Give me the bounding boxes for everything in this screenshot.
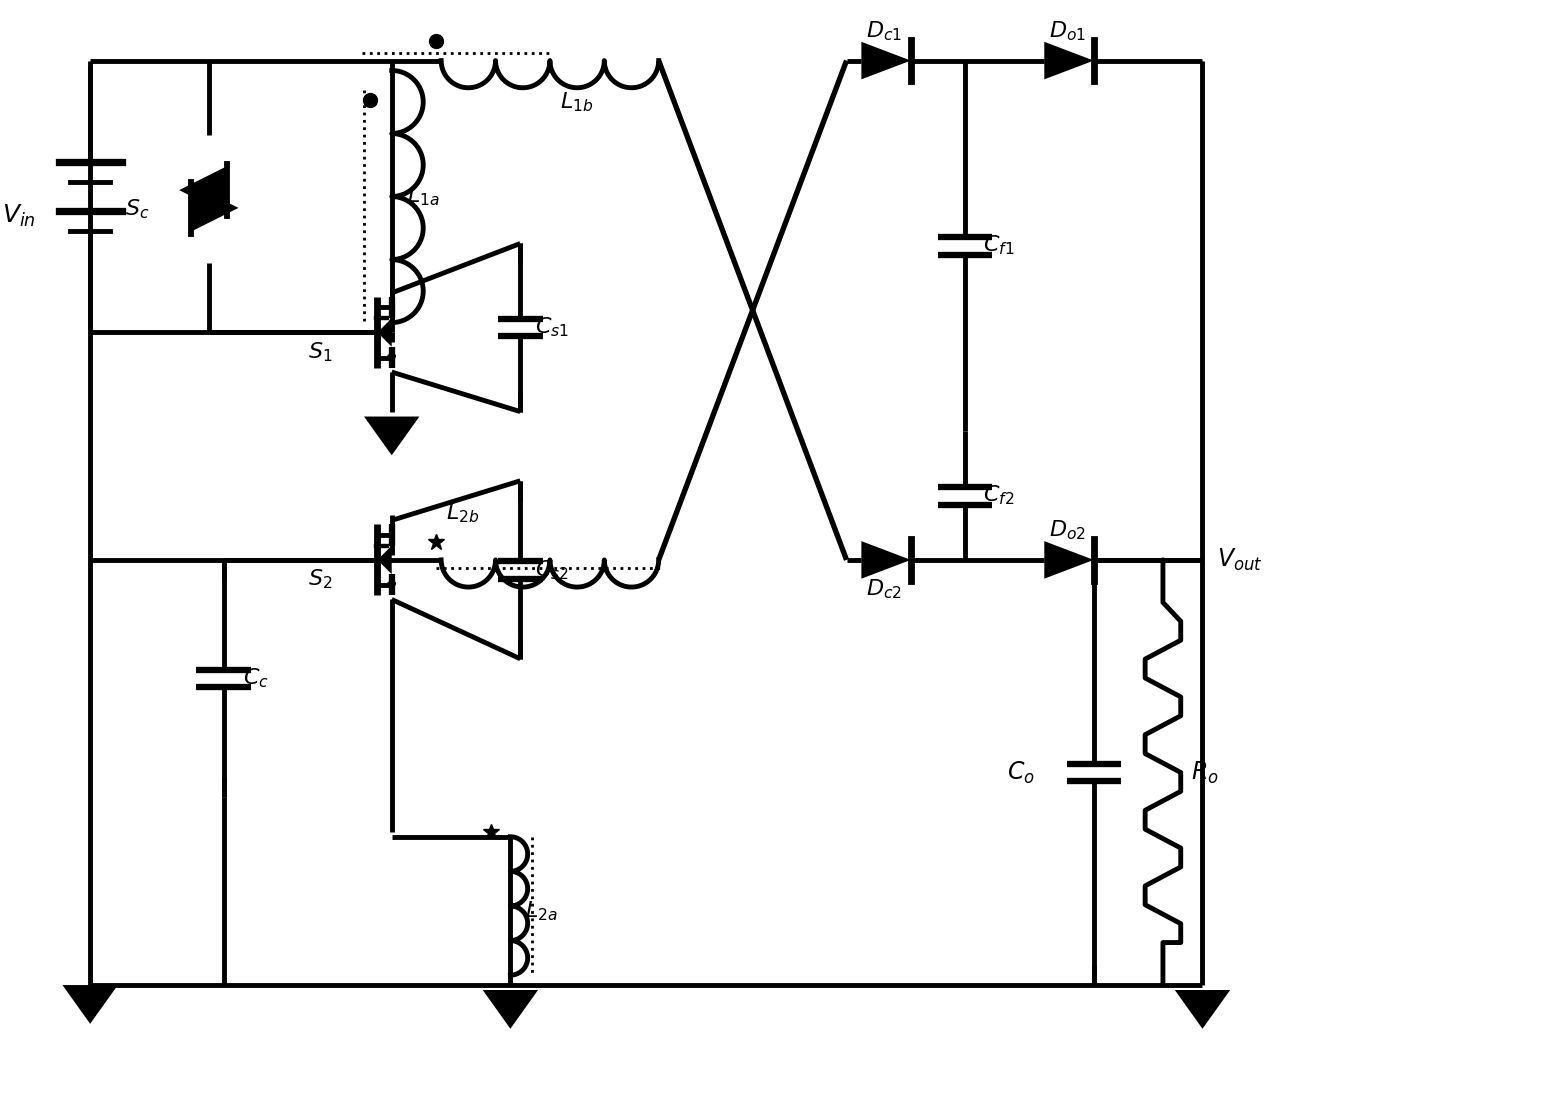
Polygon shape — [377, 545, 392, 574]
Text: $D_{o1}$: $D_{o1}$ — [1049, 19, 1086, 43]
Polygon shape — [365, 417, 419, 455]
Text: $D_{c1}$: $D_{c1}$ — [867, 19, 902, 43]
Text: $C_{f2}$: $C_{f2}$ — [983, 484, 1014, 507]
Polygon shape — [377, 318, 392, 347]
Polygon shape — [1174, 990, 1230, 1029]
Text: $C_{s1}$: $C_{s1}$ — [535, 316, 569, 339]
Polygon shape — [482, 990, 538, 1029]
Text: $C_c$: $C_c$ — [244, 667, 269, 690]
Text: $V_{in}$: $V_{in}$ — [2, 203, 36, 229]
Polygon shape — [1044, 541, 1094, 579]
Text: $S_2$: $S_2$ — [307, 568, 332, 592]
Polygon shape — [62, 985, 117, 1024]
Text: $V_{out}$: $V_{out}$ — [1217, 547, 1264, 573]
Text: $C_{f1}$: $C_{f1}$ — [983, 234, 1015, 257]
Text: $C_o$: $C_o$ — [1006, 759, 1035, 786]
Polygon shape — [862, 42, 912, 79]
Text: $D_{o2}$: $D_{o2}$ — [1049, 519, 1086, 542]
Polygon shape — [1044, 42, 1094, 79]
Text: $S_c$: $S_c$ — [125, 197, 150, 220]
Text: $D_{c2}$: $D_{c2}$ — [867, 577, 902, 602]
Text: $L_{1b}$: $L_{1b}$ — [559, 90, 593, 114]
Polygon shape — [179, 166, 227, 214]
Text: $S_1$: $S_1$ — [307, 341, 332, 364]
Text: $L_{1a}$: $L_{1a}$ — [406, 184, 439, 208]
Polygon shape — [192, 184, 238, 231]
Text: $R_o$: $R_o$ — [1191, 759, 1219, 786]
Polygon shape — [862, 541, 912, 579]
Text: $C_{s2}$: $C_{s2}$ — [535, 558, 569, 582]
Text: $L_{2b}$: $L_{2b}$ — [447, 501, 479, 526]
Text: $L_{2a}$: $L_{2a}$ — [525, 899, 558, 922]
